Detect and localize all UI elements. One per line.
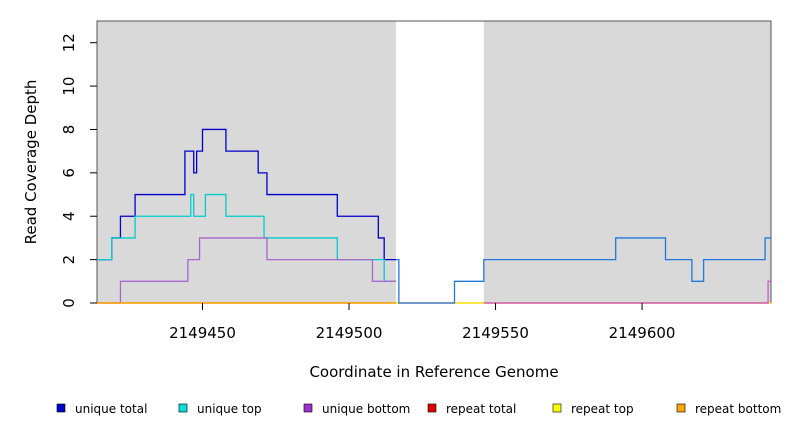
x-tick-label: 2149550	[462, 324, 529, 342]
legend-swatch	[676, 403, 686, 413]
legend-label: repeat top	[571, 402, 634, 416]
legend-item-unique-top: unique top	[178, 402, 262, 416]
legend-swatch	[303, 403, 313, 413]
legend: unique total unique top unique bottom repea…	[56, 402, 781, 416]
shaded-regions	[97, 21, 771, 303]
y-tick-label: 0	[60, 298, 78, 308]
y-tick-label: 4	[60, 211, 78, 221]
x-tick-label: 2149450	[169, 324, 236, 342]
legend-label: unique bottom	[322, 402, 410, 416]
legend-label: repeat bottom	[695, 402, 781, 416]
series-lines	[97, 128, 771, 304]
legend-item-repeat-total: repeat total	[427, 402, 516, 416]
x-axis-title: Coordinate in Reference Genome	[309, 363, 558, 381]
series-extra-8	[483, 280, 771, 304]
y-axis-title: Read Coverage Depth	[22, 80, 40, 245]
legend-item-unique-bottom: unique bottom	[303, 402, 410, 416]
legend-label: repeat total	[446, 402, 516, 416]
x-axis: 2149450 2149500 2149550 2149600	[169, 303, 675, 342]
x-tick-label: 2149500	[316, 324, 383, 342]
y-tick-label: 10	[60, 77, 78, 96]
legend-item-repeat-top: repeat top	[552, 402, 634, 416]
series-unique-total	[97, 128, 396, 261]
y-tick-label: 6	[60, 168, 78, 178]
legend-item-unique-total: unique total	[56, 402, 147, 416]
legend-swatch	[552, 403, 562, 413]
y-tick-label: 8	[60, 125, 78, 135]
legend-swatch	[178, 403, 188, 413]
series-extra-7	[395, 237, 771, 304]
legend-label: unique top	[197, 402, 262, 416]
legend-swatch	[56, 403, 66, 413]
x-tick-label: 2149600	[609, 324, 676, 342]
legend-item-repeat-bottom: repeat bottom	[676, 402, 781, 416]
y-axis: 0 2 4 6 8 10 12	[60, 33, 97, 308]
legend-label: unique total	[75, 402, 147, 416]
legend-swatch	[427, 403, 437, 413]
series-unique-top	[97, 193, 396, 282]
series-unique-bottom	[97, 237, 396, 304]
y-tick-label: 2	[60, 255, 78, 265]
y-tick-label: 12	[60, 33, 78, 52]
shaded-region-2	[483, 21, 771, 303]
shaded-region-1	[97, 21, 396, 303]
